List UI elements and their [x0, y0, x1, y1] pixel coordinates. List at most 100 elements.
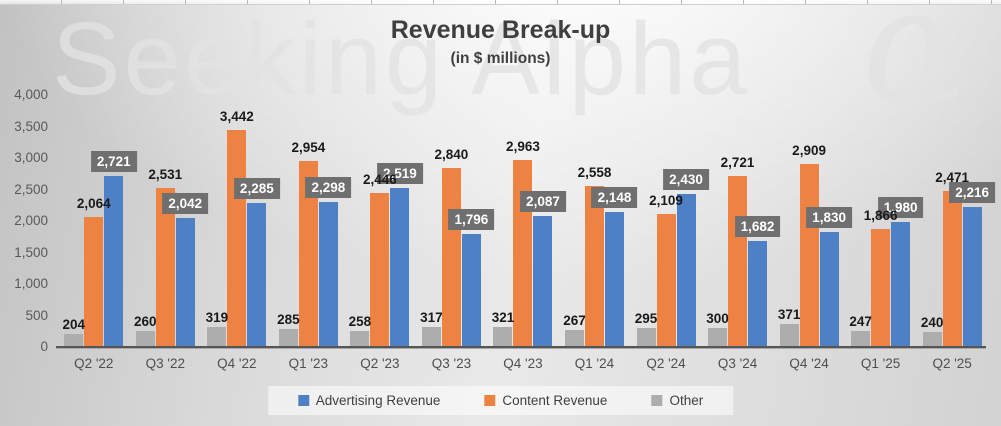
- bar-value-label: 319: [205, 309, 229, 325]
- bar-value-label: 267: [563, 313, 586, 329]
- bar-value-label: 321: [491, 309, 515, 325]
- bar-value-label: 2,087: [520, 190, 566, 212]
- bar: 204: [63, 317, 85, 347]
- bar: 2,954: [291, 140, 325, 347]
- bar-group-q1-24: 267 2,558 2,148: [559, 95, 638, 347]
- bar: 295: [635, 311, 657, 347]
- chart-title: Revenue Break-up: [390, 16, 611, 44]
- bar: 2,064: [77, 196, 111, 347]
- y-tick-label: 1,000: [14, 276, 48, 291]
- bar-value-label: 240: [920, 314, 944, 330]
- bar: 2,216: [949, 182, 996, 347]
- bar-value-label: 2,042: [162, 193, 209, 215]
- legend-swatch-icon: [651, 395, 663, 406]
- y-tick-label: 500: [25, 307, 48, 323]
- bar: 300: [706, 311, 729, 347]
- bar-value-label: 2,216: [949, 182, 996, 204]
- x-category-label: Q3 '23: [431, 356, 472, 371]
- x-category-label: Q1 '23: [288, 356, 329, 371]
- bar-value-label: 2,531: [148, 166, 183, 182]
- bar: 2,471: [935, 170, 969, 347]
- bar-value-label: 204: [62, 317, 86, 333]
- bar-groups: 204 2,064 2,721 260 2,531 2,042 319 3,442 2,285 2…: [58, 95, 996, 347]
- bar: 1,980: [877, 197, 924, 347]
- bar: 260: [134, 314, 157, 347]
- bar-value-label: 2,109: [649, 193, 683, 209]
- x-category-label: Q2 '22: [74, 356, 114, 371]
- bar-value-label: 2,148: [591, 186, 638, 208]
- bar-value-label: 2,285: [233, 178, 280, 199]
- bar-value-label: 260: [134, 313, 157, 329]
- x-category-label: Q3 '24: [717, 356, 758, 371]
- bar-value-label: 2,471: [935, 170, 970, 186]
- bar: 1,682: [734, 216, 781, 347]
- bar-group-q4-22: 319 3,442 2,285: [201, 95, 280, 347]
- x-category-label: Q4 '24: [789, 356, 829, 371]
- bar: 319: [206, 310, 228, 347]
- y-tick-label: 3,000: [14, 150, 48, 165]
- x-category-label: Q2 '24: [646, 356, 686, 371]
- y-tick-label: 0: [40, 339, 48, 354]
- bar: 240: [921, 315, 943, 347]
- bar: 317: [420, 310, 443, 347]
- bar: 247: [849, 314, 872, 347]
- bar: 3,442: [220, 109, 254, 347]
- x-category-label: Q4 '23: [503, 356, 543, 371]
- bar: 2,109: [649, 193, 683, 347]
- x-category-label: Q4 '22: [217, 356, 257, 371]
- bar-value-label: 2,298: [305, 177, 352, 199]
- bar-value-label: 2,840: [434, 147, 469, 163]
- y-tick-label: 1,500: [14, 244, 48, 260]
- x-category-label: Q2 '25: [932, 356, 972, 371]
- plot-area: 204 2,064 2,721 260 2,531 2,042 319 3,442 2,285 2…: [58, 95, 996, 347]
- x-axis: Q2 '22 Q3 '22 Q4 '22 Q1 '23 Q2 '23 Q3 '23 Q4 '…: [58, 356, 988, 371]
- legend-item-other: Other: [651, 393, 703, 408]
- bar: 2,531: [148, 167, 182, 347]
- bar-value-label: 2,064: [76, 196, 111, 211]
- bar: 1,866: [864, 208, 898, 347]
- bar-value-label: 1,682: [734, 216, 781, 237]
- bar-group-q3-24: 300 2,721 1,682: [702, 95, 781, 347]
- bar: 371: [778, 307, 800, 347]
- bar-group-q1-23: 285 2,954 2,298: [273, 95, 352, 347]
- bar: 2,446: [363, 172, 397, 347]
- bar: 1,796: [448, 208, 495, 347]
- bar: 2,087: [520, 190, 566, 347]
- spreadsheet-row-edge: [0, 0, 1001, 5]
- bar-group-q3-23: 317 2,840 1,796: [416, 95, 495, 347]
- legend-label: Other: [669, 393, 704, 408]
- legend-label: Advertising Revenue: [315, 393, 441, 408]
- bar: 2,148: [591, 186, 638, 347]
- bar-value-label: 1,830: [806, 206, 852, 228]
- bar-value-label: 1,980: [877, 197, 924, 219]
- bar: 1,830: [806, 206, 852, 347]
- legend: Advertising Revenue Content Revenue Other: [267, 386, 734, 415]
- chart-subtitle: (in $ millions): [450, 50, 551, 67]
- bar-value-label: 3,442: [219, 109, 254, 125]
- bar-group-q2-23: 258 2,446 2,519: [344, 95, 423, 347]
- bar: 321: [492, 310, 514, 347]
- bar: 285: [277, 312, 300, 347]
- bar: 267: [563, 313, 586, 347]
- bar: 2,298: [305, 177, 352, 347]
- legend-item-content-revenue: Content Revenue: [484, 393, 607, 408]
- bar-value-label: 2,558: [577, 164, 612, 180]
- bar: 2,519: [376, 163, 423, 347]
- bar-value-label: 2,963: [506, 139, 540, 155]
- x-axis-line: [56, 346, 986, 349]
- y-tick-label: 3,500: [14, 118, 48, 134]
- bar: 2,963: [506, 139, 540, 347]
- legend-swatch-icon: [484, 395, 496, 406]
- y-tick-label: 4,000: [14, 87, 48, 102]
- bar-group-q2-24: 295 2,109 2,430: [630, 95, 709, 347]
- bar-group-q4-24: 371 2,909 1,830: [773, 95, 852, 347]
- bar-value-label: 2,721: [90, 150, 137, 172]
- bar: 2,558: [578, 165, 611, 347]
- bar-group-q4-23: 321 2,963 2,087: [487, 95, 566, 347]
- y-tick-label: 2,500: [14, 181, 48, 197]
- bar-value-label: 1,866: [863, 208, 898, 224]
- legend-swatch-icon: [297, 395, 309, 406]
- bar: 2,721: [90, 150, 137, 347]
